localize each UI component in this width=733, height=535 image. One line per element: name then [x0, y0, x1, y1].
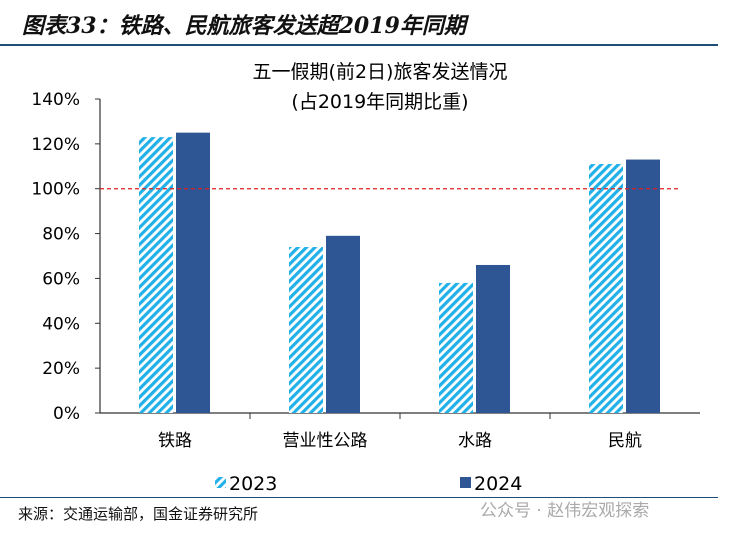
bar-2023: [139, 137, 173, 413]
bar-2024: [326, 235, 360, 413]
y-tick-label: 80%: [42, 225, 80, 245]
bar-2023: [289, 247, 323, 413]
chart-subtitle: (占2019年同期比重): [291, 91, 468, 113]
legend-swatch-2023: [215, 477, 226, 488]
legend-label: 2024: [474, 473, 522, 495]
x-tick-label: 营业性公路: [283, 431, 368, 451]
chart-title: 五一假期(前2日)旅客发送情况: [253, 61, 508, 83]
figure-title: 图表33：铁路、民航旅客发送超2019年同期: [22, 13, 466, 39]
y-tick-label: 20%: [42, 359, 80, 379]
y-tick-label: 60%: [42, 269, 80, 289]
divider: [0, 497, 718, 498]
y-tick-label: 100%: [31, 180, 80, 200]
bar-2023: [589, 164, 623, 413]
y-tick-label: 140%: [31, 90, 80, 110]
y-tick-label: 40%: [42, 314, 80, 334]
bar-2023: [439, 282, 473, 413]
bar-2024: [476, 264, 510, 413]
source-note: 来源：交通运输部，国金证券研究所: [18, 505, 259, 523]
x-tick-label: 水路: [458, 431, 492, 451]
divider: [0, 44, 718, 46]
y-tick-label: 0%: [53, 404, 80, 424]
watermark: 公众号 · 赵伟宏观探索: [480, 501, 650, 521]
bar-2024: [626, 159, 660, 413]
legend-label: 2023: [229, 473, 277, 495]
x-tick-label: 铁路: [158, 431, 192, 451]
bar-2024: [176, 132, 210, 413]
x-tick-label: 民航: [608, 431, 642, 451]
y-tick-label: 120%: [31, 135, 80, 155]
legend-swatch-2024: [460, 477, 471, 488]
